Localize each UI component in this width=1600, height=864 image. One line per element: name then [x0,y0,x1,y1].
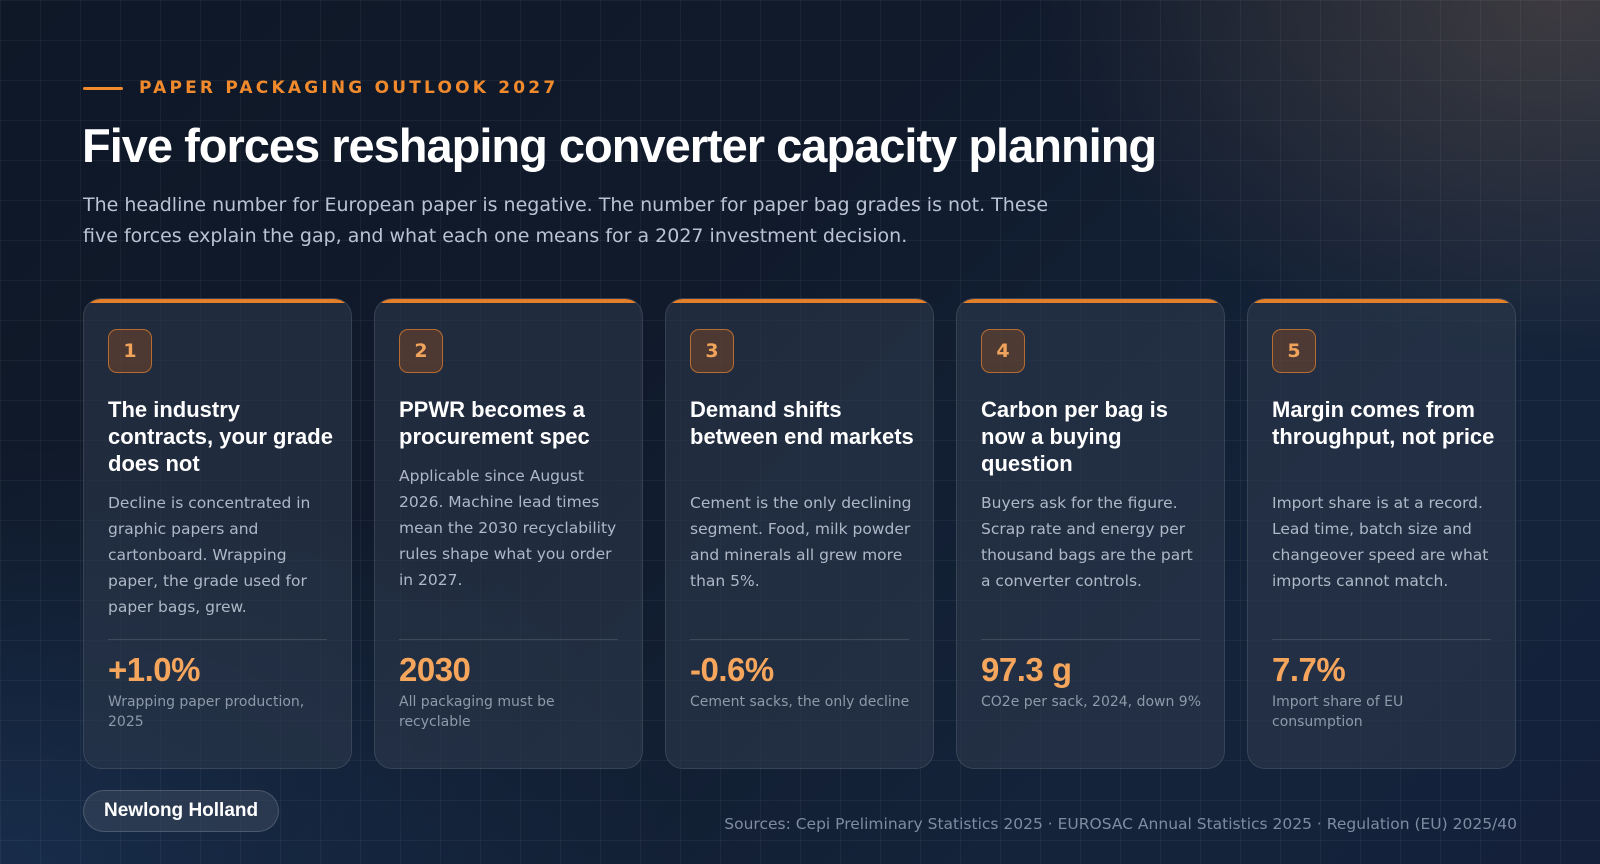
card-stat-value: 2030 [399,651,471,688]
card-divider [399,639,618,640]
forces-card-list: 1 The industry contracts, your grade doe… [83,298,1516,769]
page-subtitle: The headline number for European paper i… [83,194,1049,247]
card-number-badge: 1 [108,329,152,373]
card-number-badge: 5 [1272,329,1316,373]
card-description: Buyers ask for the figure. Scrap rate an… [981,494,1193,590]
card-divider [108,639,327,640]
eyebrow-text: PAPER PACKAGING OUTLOOK 2027 [139,78,559,98]
card-number-badge: 2 [399,329,443,373]
card-stat-label: Cement sacks, the only decline [690,694,910,710]
eyebrow-accent-line [83,86,123,90]
card-divider [690,639,909,640]
eyebrow: PAPER PACKAGING OUTLOOK 2027 [83,78,558,98]
card-divider [981,639,1200,640]
force-card-3: 3 Demand shifts between end markets Ceme… [665,298,934,769]
force-card-1: 1 The industry contracts, your grade doe… [83,298,352,769]
card-stat-value: 7.7% [1272,651,1346,688]
card-stat-label: Wrapping paper production, 2025 [108,694,305,730]
card-stat-value: +1.0% [108,651,201,688]
card-stat-value: 97.3 g [981,651,1072,688]
card-stat-value: -0.6% [690,651,774,688]
card-divider [1272,639,1491,640]
force-card-5: 5 Margin comes from throughput, not pric… [1247,298,1516,769]
card-title: The industry contracts, your grade does … [108,397,333,476]
brand-pill: Newlong Holland [83,790,280,832]
card-title: Carbon per bag is now a buying question [981,397,1169,476]
card-title: PPWR becomes a procurement spec [399,397,590,449]
card-title: Margin comes from throughput, not price [1272,397,1495,449]
card-description: Applicable since August 2026. Machine le… [399,467,617,589]
card-stat-label: CO2e per sack, 2024, down 9% [981,694,1202,710]
card-description: Import share is at a record. Lead time, … [1272,494,1489,590]
force-card-4: 4 Carbon per bag is now a buying questio… [956,298,1225,769]
page-title: Five forces reshaping converter capacity… [82,119,1157,172]
card-title: Demand shifts between end markets [690,397,914,449]
card-description: Cement is the only declining segment. Fo… [690,494,912,590]
card-number-badge: 4 [981,329,1025,373]
card-stat-label: Import share of EU consumption [1272,694,1404,730]
card-stat-label: All packaging must be recyclable [399,694,555,730]
card-description: Decline is concentrated in graphic paper… [108,494,311,616]
force-card-2: 2 PPWR becomes a procurement spec Applic… [374,298,643,769]
card-number-badge: 3 [690,329,734,373]
sources-note: Sources: Cepi Preliminary Statistics 202… [724,815,1517,833]
